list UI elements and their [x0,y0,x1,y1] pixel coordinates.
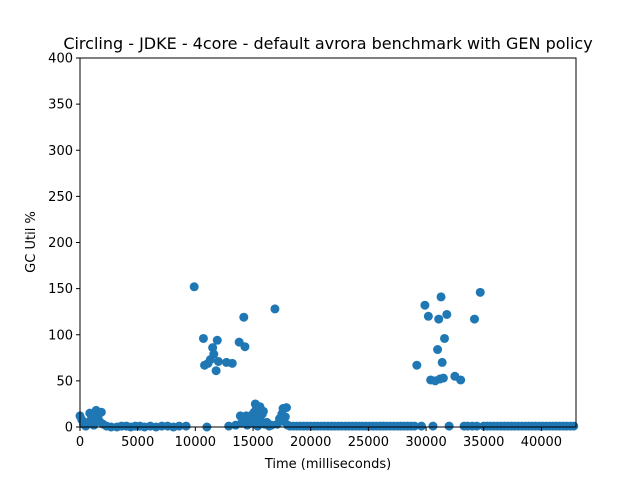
data-point [423,311,433,321]
x-axis-ticks: 0 5000 10000 15000 20000 25000 30000 35000 40000 [76,427,562,450]
chart-title: Circling - JDKE - 4core - default avrora… [63,34,592,53]
data-point [434,314,444,324]
x-tick-label: 15000 [232,435,273,450]
data-point [174,421,184,431]
data-point [469,314,479,324]
data-point [280,412,290,422]
data-point [270,304,280,314]
data-point [416,421,426,431]
data-point [456,375,466,385]
data-point [428,421,438,431]
data-point [436,292,446,302]
data-point [224,421,234,431]
data-point [240,342,250,352]
data-point [198,333,208,343]
y-axis-ticks: 0 50 100 150 200 250 300 350 400 [48,52,80,436]
x-tick-label: 25000 [348,435,389,450]
data-point [227,358,237,368]
data-point [475,287,485,297]
x-tick-label: 0 [76,435,84,450]
data-point [213,357,223,367]
data-point [181,421,191,431]
x-axis-label: Time (milliseconds) [264,457,391,472]
x-tick-label: 40000 [521,435,562,450]
data-point [472,421,482,431]
y-tick-label: 200 [48,236,73,251]
data-point [209,349,219,359]
x-tick-label: 20000 [290,435,331,450]
y-tick-label: 300 [48,144,73,159]
y-tick-label: 0 [65,421,73,436]
y-tick-label: 350 [48,98,73,113]
data-point [440,333,450,343]
x-tick-label: 10000 [175,435,216,450]
data-point [211,366,221,376]
data-point [412,360,422,370]
data-point [569,421,579,431]
data-point [189,282,199,292]
y-tick-label: 150 [48,282,73,297]
data-point [433,345,443,355]
data-point [212,335,222,345]
data-point [96,407,106,417]
plot-area-frame [79,57,577,428]
x-tick-label: 30000 [405,435,446,450]
data-point [444,421,454,431]
data-point [442,309,452,319]
data-point [410,421,420,431]
y-axis-label: GC Util % [24,211,39,273]
data-point [258,406,268,416]
y-tick-label: 50 [56,374,73,389]
data-point [438,373,448,383]
y-tick-label: 250 [48,190,73,205]
x-tick-label: 5000 [121,435,154,450]
y-tick-label: 100 [48,328,73,343]
data-point [281,403,291,413]
x-tick-label: 35000 [463,435,504,450]
y-tick-label: 400 [48,52,73,67]
data-point [437,357,447,367]
data-point [420,300,430,310]
data-point [239,312,249,322]
